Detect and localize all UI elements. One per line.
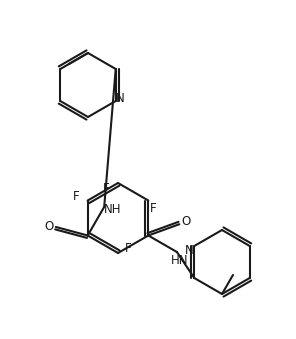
Text: F: F (73, 190, 79, 203)
Text: O: O (182, 215, 191, 228)
Text: N: N (116, 92, 125, 104)
Text: HN: HN (171, 254, 189, 266)
Text: F: F (150, 202, 157, 215)
Text: F: F (125, 241, 131, 255)
Text: O: O (44, 220, 54, 234)
Text: NH: NH (103, 203, 121, 216)
Text: N: N (185, 243, 194, 257)
Text: F: F (103, 182, 109, 196)
